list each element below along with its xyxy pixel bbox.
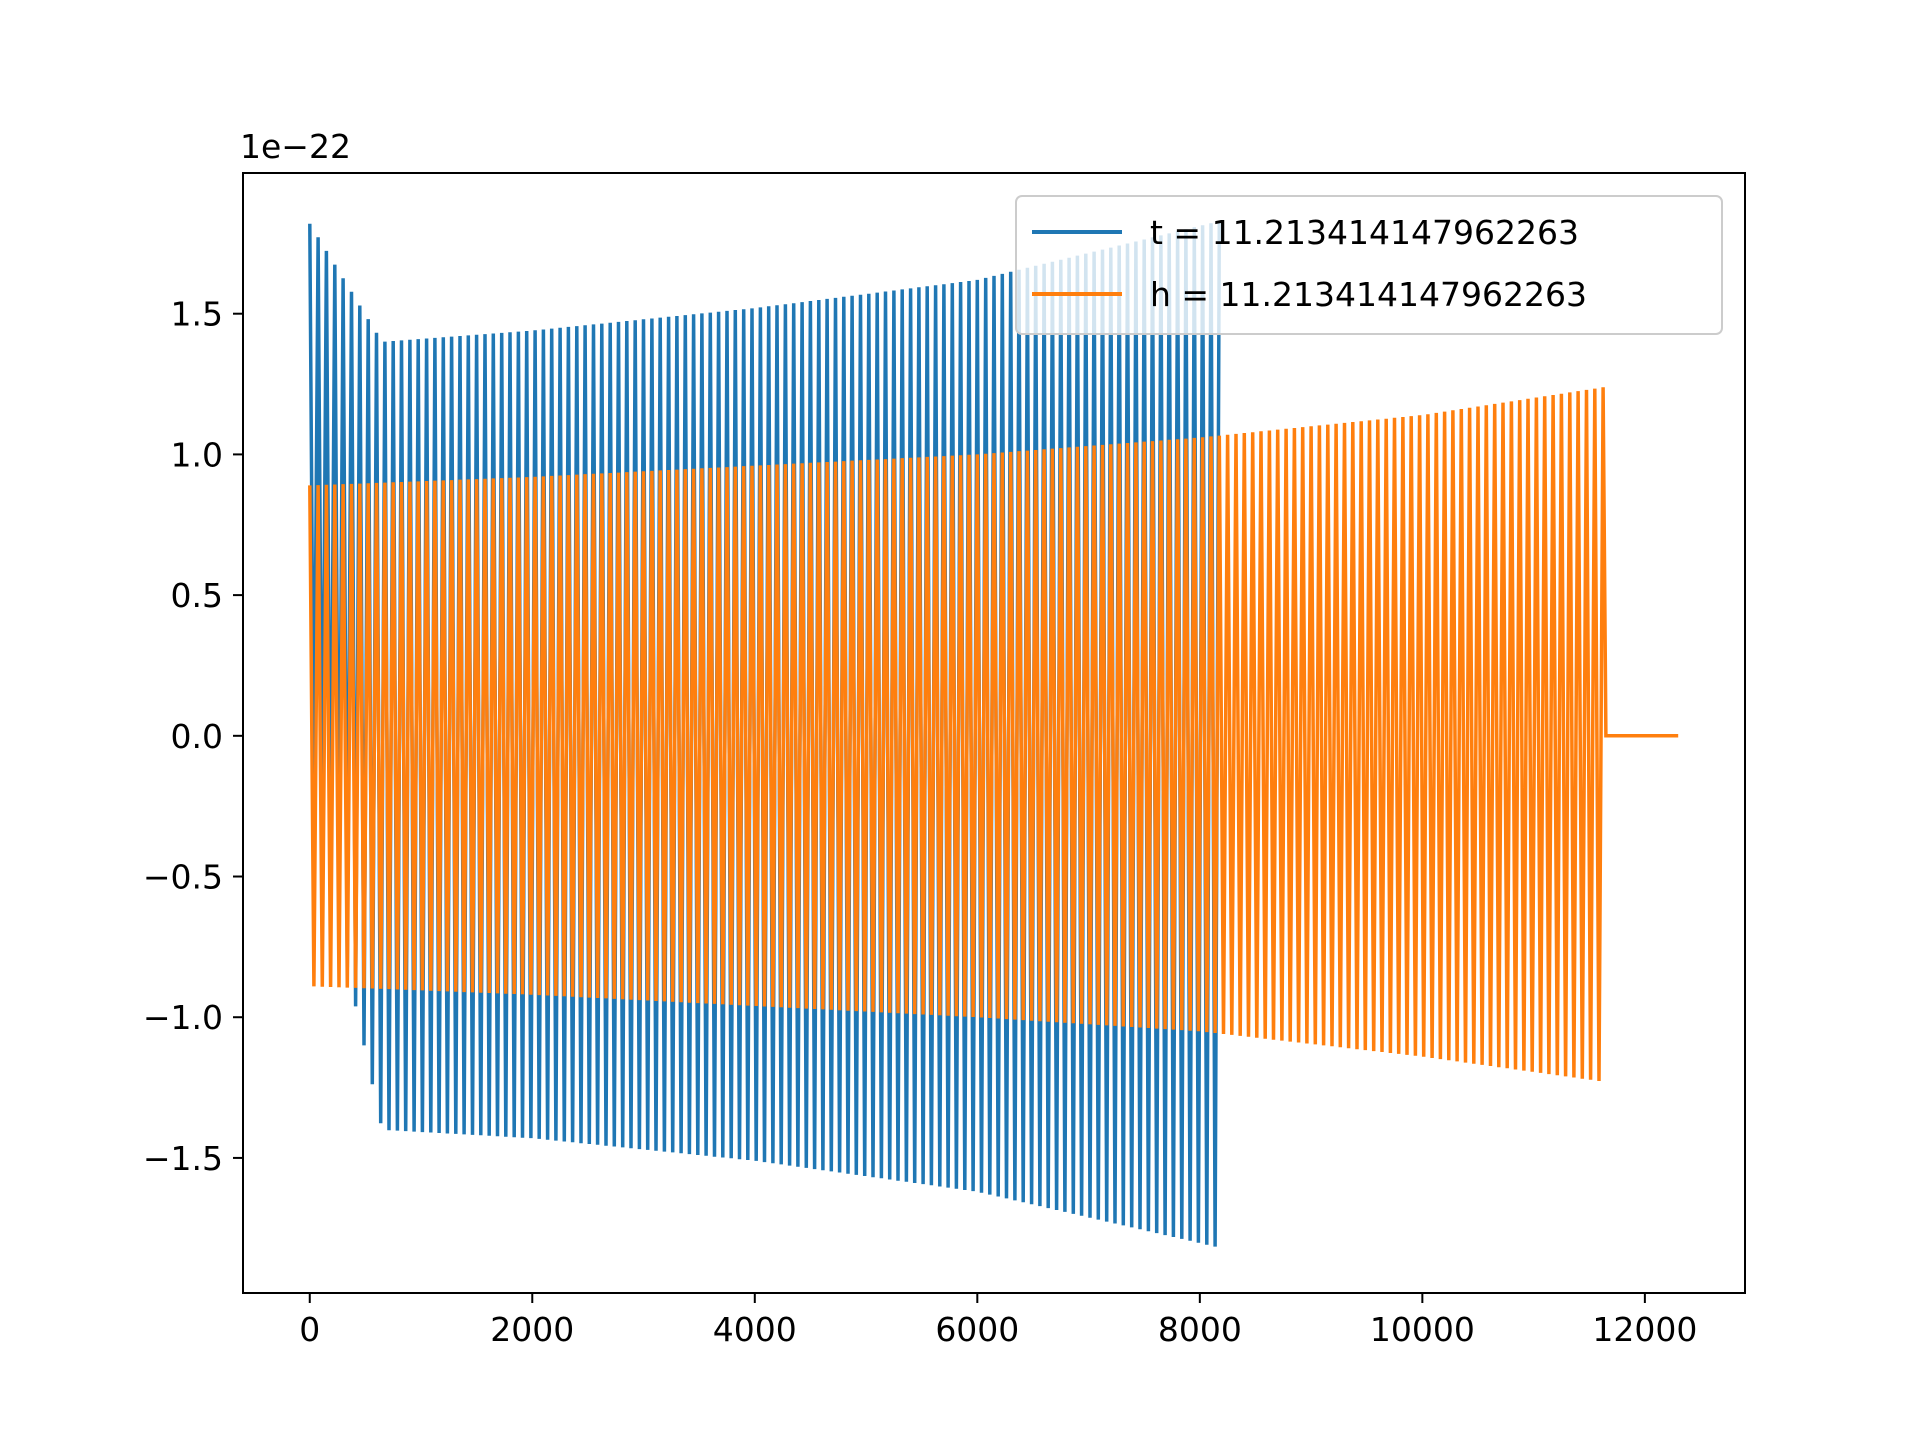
y-tick-label: 0.5 — [171, 576, 223, 615]
y-axis-ticks: −1.5 −1.0 −0.5 0.0 0.5 1.0 1.5 — [143, 295, 243, 1178]
y-axis-offset-label: 1e−22 — [240, 127, 351, 166]
y-tick-label: 1.0 — [171, 435, 223, 474]
x-axis-ticks: 0 2000 4000 6000 8000 10000 12000 — [299, 1293, 1697, 1349]
x-tick-label: 4000 — [713, 1310, 797, 1349]
legend-box — [1015, 195, 1723, 335]
y-tick-label: −1.0 — [143, 998, 223, 1037]
y-tick-label: −0.5 — [143, 858, 223, 897]
y-tick-label: 1.5 — [171, 295, 223, 334]
x-tick-label: 2000 — [490, 1310, 574, 1349]
legend-label-t: t = 11.213414147962263 — [1150, 213, 1579, 252]
x-tick-label: 6000 — [935, 1310, 1019, 1349]
x-tick-label: 0 — [299, 1310, 320, 1349]
legend-label-h: h = 11.213414147962263 — [1150, 275, 1587, 314]
plot-frame — [242, 172, 1746, 1294]
y-tick-label: 0.0 — [171, 717, 223, 756]
x-tick-label: 12000 — [1592, 1310, 1697, 1349]
series-line-h — [308, 387, 1679, 1082]
legend: t = 11.213414147962263 h = 11.2134141479… — [1015, 195, 1723, 335]
x-tick-label: 8000 — [1158, 1310, 1242, 1349]
x-tick-label: 10000 — [1370, 1310, 1475, 1349]
y-tick-label: −1.5 — [143, 1139, 223, 1178]
series-layer — [308, 221, 1679, 1247]
